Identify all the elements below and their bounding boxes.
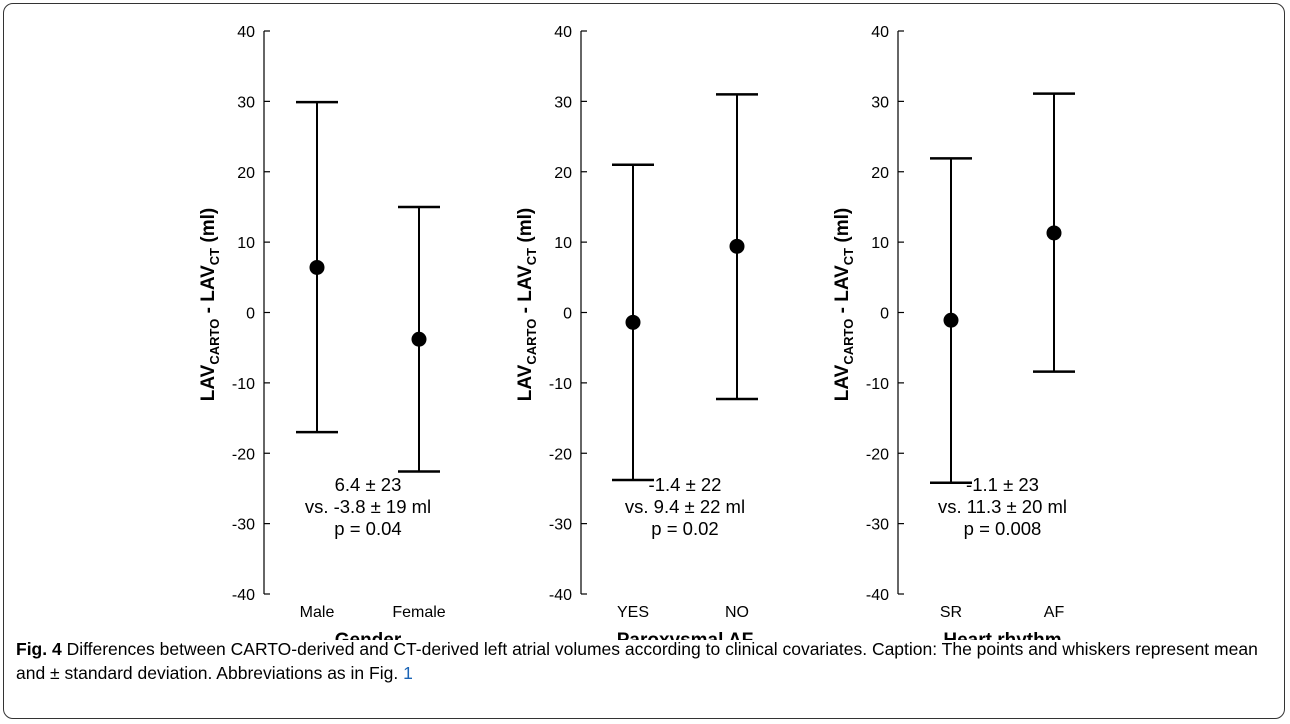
y-axis-label-part: (ml) [832,208,853,248]
stat-annotation: p = 0.008 [964,518,1042,539]
y-tick-label: 40 [554,24,572,41]
y-axis-label-subscript: CT [841,248,856,265]
caption-figure-link[interactable]: 1 [403,663,413,683]
y-tick-label: -40 [866,587,889,604]
panel-2: -40 -30 -20 -10 0 10 20 30 40 LAVCARTO - LAVCT (m… [515,24,758,640]
x-axis-title: Gender [335,630,402,640]
stat-annotation: vs. 11.3 ± 20 ml [938,496,1067,517]
stat-annotation: p = 0.04 [334,518,401,539]
x-tick-label: NO [725,604,749,621]
mean-point [943,312,959,328]
x-axis-title: Paroxysmal AF [617,630,754,640]
y-tick-label: 10 [871,235,889,252]
y-tick-label: -10 [549,376,572,393]
x-tick-label: SR [940,604,962,621]
y-axis-label-part: LAV [832,364,853,401]
x-tick-label: YES [617,604,649,621]
y-axis-label: LAVCARTO - LAVCT (ml) [515,208,539,402]
y-axis-label-part: - LAV [832,265,853,319]
y-tick-label: 30 [554,94,572,111]
y-axis-label-subscript: CARTO [524,319,539,365]
stat-annotation: 6.4 ± 23 [335,474,402,495]
y-tick-label: -20 [232,446,255,463]
mean-point [729,238,745,254]
y-tick-label: -20 [549,446,572,463]
x-axis-title: Heart rhythm [943,630,1061,640]
y-axis-label-part: (ml) [515,208,536,248]
y-axis-label-part: (ml) [198,208,219,248]
caption-text: Differences between CARTO-derived and CT… [16,639,1258,683]
y-tick-label: -30 [866,517,889,534]
y-tick-label: 30 [871,94,889,111]
y-axis-label-subscript: CT [207,248,222,265]
y-axis-label-part: LAV [198,364,219,401]
stat-annotation: vs. -3.8 ± 19 ml [305,496,431,517]
mean-point [625,314,641,330]
mean-point [411,331,427,347]
panel-3: -40 -30 -20 -10 0 10 20 30 40 LAVCARTO - LAVCT (m… [832,24,1075,640]
figure-frame [3,3,1285,719]
y-axis-label-part: - LAV [515,265,536,319]
y-tick-label: -10 [232,376,255,393]
stat-annotation: -1.4 ± 22 [649,474,722,495]
y-tick-label: -40 [549,587,572,604]
y-tick-label: 20 [554,165,572,182]
y-tick-label: 30 [237,94,255,111]
y-tick-label: -30 [549,517,572,534]
y-tick-label: 0 [246,306,255,323]
y-tick-label: -30 [232,517,255,534]
figure-caption: Fig. 4 Differences between CARTO-derived… [16,637,1274,685]
y-tick-label: 10 [237,235,255,252]
y-tick-label: -10 [866,376,889,393]
stat-annotation: vs. 9.4 ± 22 ml [625,496,745,517]
y-tick-label: 40 [237,24,255,41]
x-tick-label: AF [1044,604,1065,621]
y-axis-label-subscript: CARTO [207,319,222,365]
y-tick-label: 20 [237,165,255,182]
y-tick-label: 10 [554,235,572,252]
y-tick-label: 0 [880,306,889,323]
y-tick-label: -20 [866,446,889,463]
y-axis-label-subscript: CARTO [841,319,856,365]
caption-label: Fig. 4 [16,639,62,659]
panel-1: -40 -30 -20 -10 0 10 20 30 40 LAVCARTO - LAVCT (m… [198,24,446,640]
y-axis-label: LAVCARTO - LAVCT (ml) [198,208,222,402]
x-tick-label: Female [392,604,445,621]
y-tick-label: -40 [232,587,255,604]
mean-point [1046,225,1062,241]
x-tick-label: Male [300,604,335,621]
y-axis-label-part: LAV [515,364,536,401]
y-tick-label: 40 [871,24,889,41]
y-tick-label: 20 [871,165,889,182]
y-tick-label: 0 [563,306,572,323]
stat-annotation: p = 0.02 [651,518,718,539]
y-axis-label-part: - LAV [198,265,219,319]
mean-point [309,259,325,275]
y-axis-label-subscript: CT [524,248,539,265]
y-axis-label: LAVCARTO - LAVCT (ml) [832,208,856,402]
stat-annotation: -1.1 ± 23 [966,474,1039,495]
